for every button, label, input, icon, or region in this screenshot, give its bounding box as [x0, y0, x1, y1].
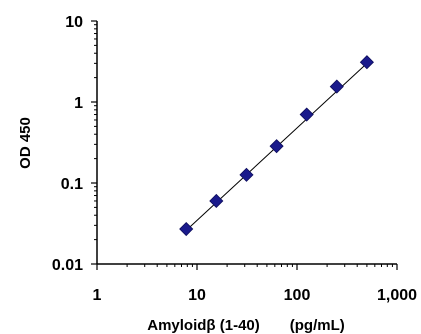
ticks [91, 20, 398, 270]
x-tick-label: 1 [93, 287, 102, 304]
y-tick-label: 1 [74, 95, 83, 112]
data-point [329, 79, 344, 94]
x-tick-label: 10 [188, 287, 206, 304]
y-tick-label: 10 [65, 14, 83, 31]
x-tick-label: 1,000 [377, 287, 417, 304]
y-tick-label: 0.01 [52, 257, 83, 274]
x-axis-label: Amyloidβ (1-40) (pg/mL) [147, 317, 345, 334]
data-point [299, 107, 314, 122]
data-point [179, 221, 194, 237]
y-axis-label: OD 450 [17, 117, 34, 169]
x-tick-label: 100 [284, 287, 311, 304]
data-point [359, 55, 374, 70]
data-points [179, 55, 374, 237]
data-point [269, 139, 284, 154]
data-point [239, 167, 254, 182]
tick-labels: 0.01 0.1 1 10 1 10 100 1,000 [52, 14, 417, 304]
data-point [209, 193, 224, 209]
y-tick-label: 0.1 [61, 176, 83, 193]
axes [96, 21, 397, 265]
